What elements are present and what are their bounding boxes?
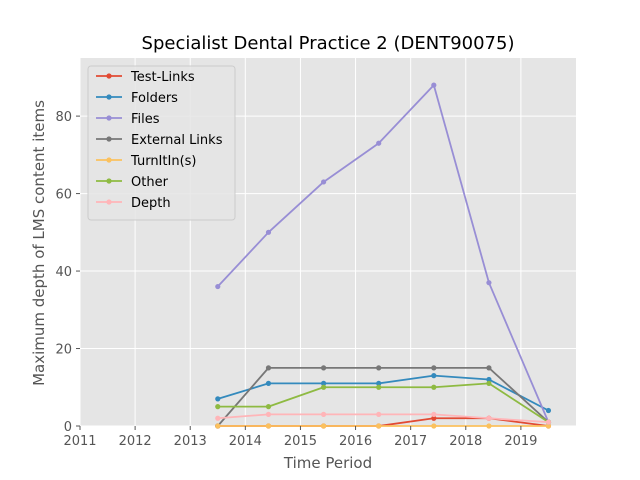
x-axis-ticks: 2011 2012 2013 2014 2015 2016 2017 2018 2019 — [63, 426, 537, 449]
data-point-files — [376, 140, 382, 146]
data-point-turnitin-s — [376, 423, 382, 429]
data-point-files — [486, 280, 492, 286]
data-point-turnitin-s — [545, 423, 552, 429]
data-point-depth — [376, 411, 382, 417]
data-point-external-links — [431, 365, 437, 371]
legend-label: External Links — [131, 133, 223, 148]
x-tick-label: 2013 — [174, 434, 207, 449]
x-tick-label: 2015 — [284, 434, 317, 449]
data-point-turnitin-s — [265, 423, 272, 429]
legend-marker — [106, 157, 112, 163]
legend-marker — [106, 73, 112, 79]
data-point-folders — [431, 373, 437, 379]
legend-marker — [106, 178, 112, 184]
y-tick-label: 40 — [55, 265, 72, 280]
data-point-depth — [545, 419, 552, 425]
x-tick-label: 2012 — [119, 434, 152, 449]
legend-item: External Links — [96, 133, 223, 148]
data-point-turnitin-s — [431, 423, 437, 429]
x-tick-label: 2017 — [394, 434, 427, 449]
legend-marker — [106, 94, 112, 100]
x-tick-label: 2016 — [339, 434, 372, 449]
data-point-depth — [431, 411, 437, 417]
x-axis-label: Time Period — [283, 454, 372, 472]
data-point-files — [215, 283, 221, 290]
chart-title: Specialist Dental Practice 2 (DENT90075) — [142, 33, 515, 54]
series-turnitin-s — [215, 423, 552, 429]
x-tick-label: 2011 — [63, 434, 96, 449]
x-tick-label: 2014 — [229, 434, 262, 449]
data-point-files — [265, 229, 272, 235]
data-point-other — [320, 384, 327, 390]
y-tick-label: 60 — [55, 188, 72, 203]
series-layer — [215, 82, 552, 429]
legend-item: Depth — [96, 196, 171, 211]
data-point-folders — [320, 380, 327, 386]
x-tick-label: 2019 — [504, 434, 537, 449]
legend-item: Folders — [96, 91, 178, 106]
legend-item: Other — [96, 175, 169, 190]
legend-box — [87, 65, 236, 221]
legend-item: Test-Links — [96, 70, 195, 85]
data-point-external-links — [320, 365, 327, 371]
legend-marker — [106, 199, 112, 205]
data-point-folders — [376, 380, 382, 386]
y-tick-label: 80 — [55, 110, 72, 125]
data-point-turnitin-s — [320, 423, 327, 429]
series-depth — [215, 411, 552, 425]
legend-label: Files — [131, 112, 160, 127]
legend-label: TurnItIn(s) — [130, 154, 196, 169]
legend-item: TurnItIn(s) — [96, 154, 196, 169]
data-point-other — [215, 404, 221, 410]
data-point-external-links — [376, 365, 382, 371]
legend-label: Test-Links — [130, 70, 195, 85]
data-point-depth — [265, 411, 272, 417]
x-tick-label: 2018 — [449, 434, 482, 449]
series-folders — [215, 373, 552, 414]
data-point-turnitin-s — [486, 423, 492, 429]
data-point-folders — [215, 396, 221, 402]
data-point-files — [431, 82, 437, 88]
data-point-folders — [486, 376, 492, 383]
y-tick-label: 0 — [64, 420, 72, 435]
data-point-test-links — [431, 415, 437, 421]
data-point-files — [320, 179, 327, 185]
data-point-external-links — [486, 365, 492, 371]
data-point-external-links — [265, 365, 272, 371]
y-axis-label: Maximum depth of LMS content items — [30, 100, 48, 386]
data-point-other — [431, 384, 437, 390]
data-point-depth — [486, 415, 492, 421]
data-point-turnitin-s — [215, 423, 221, 429]
legend-label: Folders — [131, 91, 178, 106]
data-point-depth — [215, 415, 221, 421]
legend-marker — [106, 136, 112, 142]
series-files — [215, 82, 552, 425]
legend-label: Depth — [131, 196, 171, 211]
legend-label: Other — [131, 175, 169, 190]
y-axis-ticks: 0 20 40 60 80 — [55, 110, 80, 435]
y-tick-label: 20 — [55, 343, 72, 358]
data-point-folders — [265, 380, 272, 386]
legend: Test-Links Folders Files External Links Turn… — [87, 65, 236, 221]
data-point-folders — [545, 407, 552, 414]
legend-item: Files — [96, 112, 160, 127]
legend-marker — [106, 115, 112, 121]
data-point-other — [265, 404, 272, 410]
data-point-other — [376, 384, 382, 390]
data-point-depth — [320, 411, 327, 417]
data-point-other — [486, 380, 492, 386]
